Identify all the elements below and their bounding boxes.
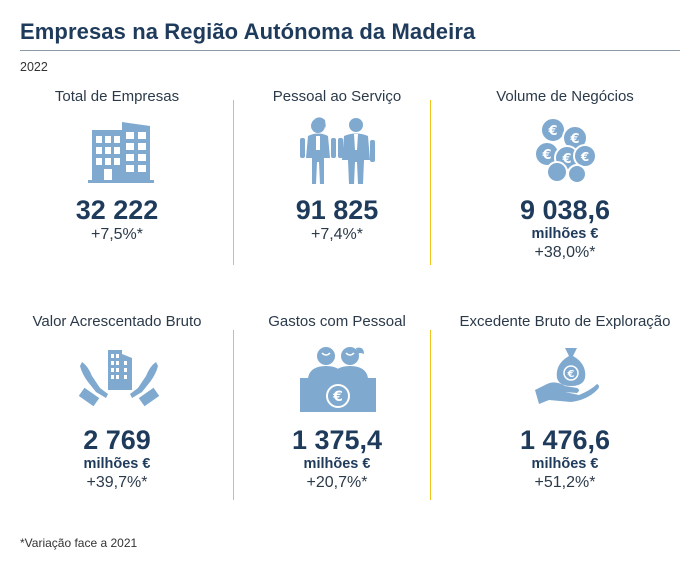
footnote: *Variação face a 2021 (20, 536, 138, 550)
money-bag-hand-icon: € (535, 348, 599, 404)
card-label: Pessoal ao Serviço (272, 88, 402, 105)
divider-row2-b (430, 330, 431, 500)
title-divider (20, 50, 680, 51)
card-label: Volume de Negócios (496, 88, 634, 105)
card-gastos-pessoal: Gastos com Pessoal (227, 313, 447, 330)
divider-row1-a (233, 100, 234, 265)
card-total-empresas: Total de Empresas (7, 88, 227, 105)
svg-text:€: € (561, 152, 571, 167)
card-label: Gastos com Pessoal (268, 313, 406, 330)
card-unit: milhões € (531, 456, 599, 472)
card-change: +20,7%* (306, 474, 368, 491)
card-change: +7,4%* (310, 226, 364, 243)
svg-text:€: € (332, 389, 343, 405)
card-unit: milhões € (303, 456, 371, 472)
card-value: 2 769 (83, 425, 151, 455)
staff-cost-icon: € (300, 347, 376, 412)
card-value: 1 476,6 (519, 425, 611, 455)
card-change: +38,0%* (534, 244, 596, 261)
card-change: +51,2%* (534, 474, 596, 491)
year-label: 2022 (20, 60, 48, 74)
svg-text:€: € (569, 132, 579, 147)
card-value: 1 375,4 (291, 425, 383, 455)
card-unit: milhões € (531, 226, 599, 242)
workers-icon (300, 117, 375, 184)
svg-text:€: € (580, 150, 589, 164)
card-volume-negocios: Volume de Negócios (455, 88, 675, 105)
card-change: +7,5%* (90, 226, 144, 243)
svg-text:€: € (541, 148, 551, 163)
page-title: Empresas na Região Autónoma da Madeira (20, 19, 476, 44)
card-vab: Valor Acrescentado Bruto (7, 313, 227, 330)
divider-row2-a (233, 330, 234, 500)
card-ebe: Excedente Bruto de Exploração (455, 313, 675, 330)
card-unit: milhões € (83, 456, 151, 472)
svg-text:€: € (567, 369, 575, 380)
divider-row1-b (430, 100, 431, 265)
card-pessoal-servico: Pessoal ao Serviço (227, 88, 447, 105)
card-change: +39,7%* (86, 474, 148, 491)
card-value: 91 825 (295, 195, 379, 225)
hands-building-icon (78, 350, 160, 407)
svg-text:€: € (547, 124, 557, 139)
card-label: Excedente Bruto de Exploração (459, 313, 671, 330)
card-value: 32 222 (75, 195, 159, 225)
euro-coins-icon: € € € € € (534, 117, 597, 184)
card-value: 9 038,6 (519, 195, 611, 225)
card-label: Valor Acrescentado Bruto (32, 313, 202, 330)
building-icon (88, 122, 154, 183)
card-label: Total de Empresas (54, 88, 180, 105)
